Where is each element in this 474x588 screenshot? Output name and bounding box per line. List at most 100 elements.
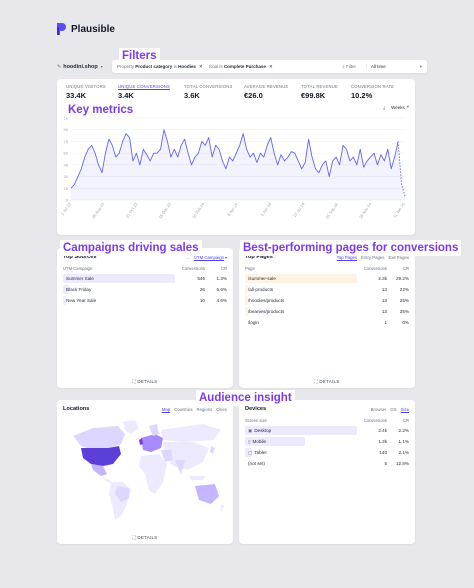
row-cr: 1.1% bbox=[398, 439, 409, 444]
x-tick-label: 11 Jan 25 bbox=[392, 201, 406, 219]
row-conversions: 26 bbox=[199, 287, 205, 292]
series-line bbox=[70, 129, 399, 189]
pages-table: /summer-sale 2.3k 29.2%/all-products 13 22% /… bbox=[245, 273, 409, 328]
metric-conversion-rate[interactable]: CONVERSION RATE 10.2% bbox=[351, 84, 406, 100]
row-label: Black Friday bbox=[66, 287, 92, 292]
panel-title: Top Pages bbox=[245, 254, 273, 260]
row-label: (not set) bbox=[248, 461, 265, 466]
row-label: Summer Sale bbox=[66, 276, 94, 281]
row-cr: 0% bbox=[402, 320, 409, 325]
visitors-line-chart[interactable]: 0 15 30 45 60 75 90 1k 1 Jul 23 26 Aug 23 21 Oct 2… bbox=[57, 79, 415, 235]
tab-countries[interactable]: Countries bbox=[174, 406, 193, 412]
table-row[interactable]: /login 1 0% bbox=[245, 317, 409, 328]
tab-size[interactable]: Size bbox=[400, 406, 409, 412]
row-cr: 25% bbox=[399, 298, 409, 303]
locations-details-button[interactable]: ⛶ DETAILS bbox=[132, 535, 158, 540]
sources-table: Summer Sale 546 1.3% Black Friday 26 6.6% New … bbox=[63, 273, 227, 306]
row-conversions: 5 bbox=[384, 461, 387, 466]
map-japan bbox=[210, 446, 215, 454]
map-usa bbox=[81, 446, 121, 466]
tab-utm-campaign[interactable]: … UTM Campaign ▾ bbox=[186, 255, 227, 260]
audience-callout: Audience insight bbox=[196, 390, 295, 406]
x-tick-label: 10 Feb 24 bbox=[191, 201, 206, 219]
map-central-america bbox=[101, 476, 113, 484]
tab-entry-pages[interactable]: Entry Pages bbox=[361, 254, 385, 260]
brand-logo[interactable]: Plausible bbox=[56, 22, 115, 36]
metric-unique-visitors[interactable]: UNIQUE VISITORS 33.4K bbox=[66, 84, 118, 100]
map-mexico bbox=[91, 464, 107, 476]
devices-card: Devices Browser OS Size Screen size Conv… bbox=[239, 400, 415, 544]
tab-browser[interactable]: Browser bbox=[370, 406, 387, 412]
row-conversions: 2.3k bbox=[378, 276, 387, 281]
table-row[interactable]: ▢ Tablet 140 2.1% bbox=[245, 447, 409, 458]
search-icon: ⌕ bbox=[342, 64, 345, 69]
table-row[interactable]: /summer-sale 2.3k 29.2% bbox=[245, 273, 409, 284]
tab-cities[interactable]: Cities bbox=[216, 406, 227, 412]
x-tick-label: 21 Sep 24 bbox=[324, 201, 339, 219]
sources-details-button[interactable]: ⛶ DETAILS bbox=[132, 379, 158, 384]
tab-dots: … bbox=[185, 254, 190, 260]
tab-top-pages[interactable]: Top Pages bbox=[336, 254, 358, 260]
table-row[interactable]: ▯ Mobile 1.3k 1.1% bbox=[245, 436, 409, 447]
metric-average-revenue[interactable]: AVERAGE REVENUE €26.0 bbox=[244, 84, 301, 100]
filter-chip-value: Complete Purchase bbox=[223, 64, 266, 69]
metric-value: 3.4K bbox=[118, 91, 134, 100]
tab-regions[interactable]: Regions bbox=[196, 406, 213, 412]
y-tick-label: 60 bbox=[64, 151, 69, 156]
row-cr: 1.3% bbox=[216, 276, 227, 281]
filter-button[interactable]: ⌕ Filter bbox=[342, 64, 356, 69]
main-graph-card: UNIQUE VISITORS 33.4K UNIQUE CONVERSIONS… bbox=[57, 79, 415, 235]
tab-map[interactable]: Map bbox=[161, 406, 171, 412]
details-label: DETAILS bbox=[137, 379, 158, 384]
metric-label: CONVERSION RATE bbox=[351, 84, 395, 89]
tab-os[interactable]: OS bbox=[390, 406, 397, 412]
table-row[interactable]: New Year Sale 10 4.6% bbox=[63, 295, 227, 306]
col-header: CR bbox=[402, 418, 409, 423]
table-row[interactable]: Black Friday 26 6.6% bbox=[63, 284, 227, 295]
filter-chip-prefix: Property bbox=[117, 64, 135, 69]
metric-unique-conversions[interactable]: UNIQUE CONVERSIONS 3.4K bbox=[118, 84, 184, 100]
metrics-row: UNIQUE VISITORS 33.4K UNIQUE CONVERSIONS… bbox=[66, 84, 406, 100]
site-switcher[interactable]: ✎ hoodini.shop ▾ bbox=[57, 64, 112, 70]
row-conversions: 1.3k bbox=[378, 439, 387, 444]
close-icon[interactable]: ✕ bbox=[268, 63, 273, 69]
filter-bar: Property Product category is Hoodies ✕ G… bbox=[112, 60, 427, 73]
table-row[interactable]: /hoodies/products 13 25% bbox=[245, 295, 409, 306]
interval-label: Weeks bbox=[391, 104, 405, 110]
filter-chip-product-category[interactable]: Property Product category is Hoodies ✕ bbox=[117, 64, 203, 70]
table-row[interactable]: ▣ Desktop 2.4k 2.2% bbox=[245, 425, 409, 436]
row-bar bbox=[245, 285, 248, 294]
panel-title: Top Sources bbox=[63, 254, 97, 260]
row-label: /summer-sale bbox=[248, 276, 276, 281]
map-scandinavia bbox=[149, 424, 159, 436]
interval-picker[interactable]: ⤓ Weeks ▾ bbox=[383, 104, 409, 110]
metric-total-revenue[interactable]: TOTAL REVENUE €99.8K bbox=[301, 84, 351, 100]
table-row[interactable]: /beanies/products 13 25% bbox=[245, 306, 409, 317]
period-picker[interactable]: All time ▾ bbox=[366, 63, 422, 70]
row-conversions: 13 bbox=[381, 309, 387, 314]
map-russia bbox=[161, 424, 221, 442]
site-name: hoodini.shop bbox=[63, 63, 98, 70]
table-row[interactable]: (not set) 5 12.8% bbox=[245, 458, 409, 469]
pages-details-button[interactable]: ⛶ DETAILS bbox=[314, 379, 340, 384]
row-label: Tablet bbox=[254, 449, 267, 455]
filter-chip-goal[interactable]: Goal is Complete Purchase ✕ bbox=[209, 64, 273, 70]
details-label: DETAILS bbox=[137, 535, 158, 540]
row-cr: 2.2% bbox=[398, 428, 409, 433]
chevron-down-icon: ▾ bbox=[100, 64, 103, 69]
col-header: Conversions bbox=[181, 266, 205, 271]
metric-value: €99.8K bbox=[301, 91, 326, 100]
table-row[interactable]: /all-products 13 22% bbox=[245, 284, 409, 295]
close-icon[interactable]: ✕ bbox=[198, 63, 203, 69]
world-map[interactable] bbox=[63, 416, 227, 526]
download-icon[interactable]: ⤓ bbox=[383, 104, 386, 110]
metric-total-conversions[interactable]: TOTAL CONVERSIONS 3.6K bbox=[184, 84, 244, 100]
pages-table-header: Page Conversions CR bbox=[245, 266, 409, 271]
tab-exit-pages[interactable]: Exit Pages bbox=[388, 254, 409, 260]
series-area bbox=[71, 129, 405, 200]
map-uk bbox=[139, 438, 143, 445]
table-row[interactable]: Summer Sale 546 1.3% bbox=[63, 273, 227, 284]
row-label: /login bbox=[248, 320, 259, 325]
row-bar bbox=[245, 437, 306, 446]
metric-value: 33.4K bbox=[66, 91, 87, 100]
